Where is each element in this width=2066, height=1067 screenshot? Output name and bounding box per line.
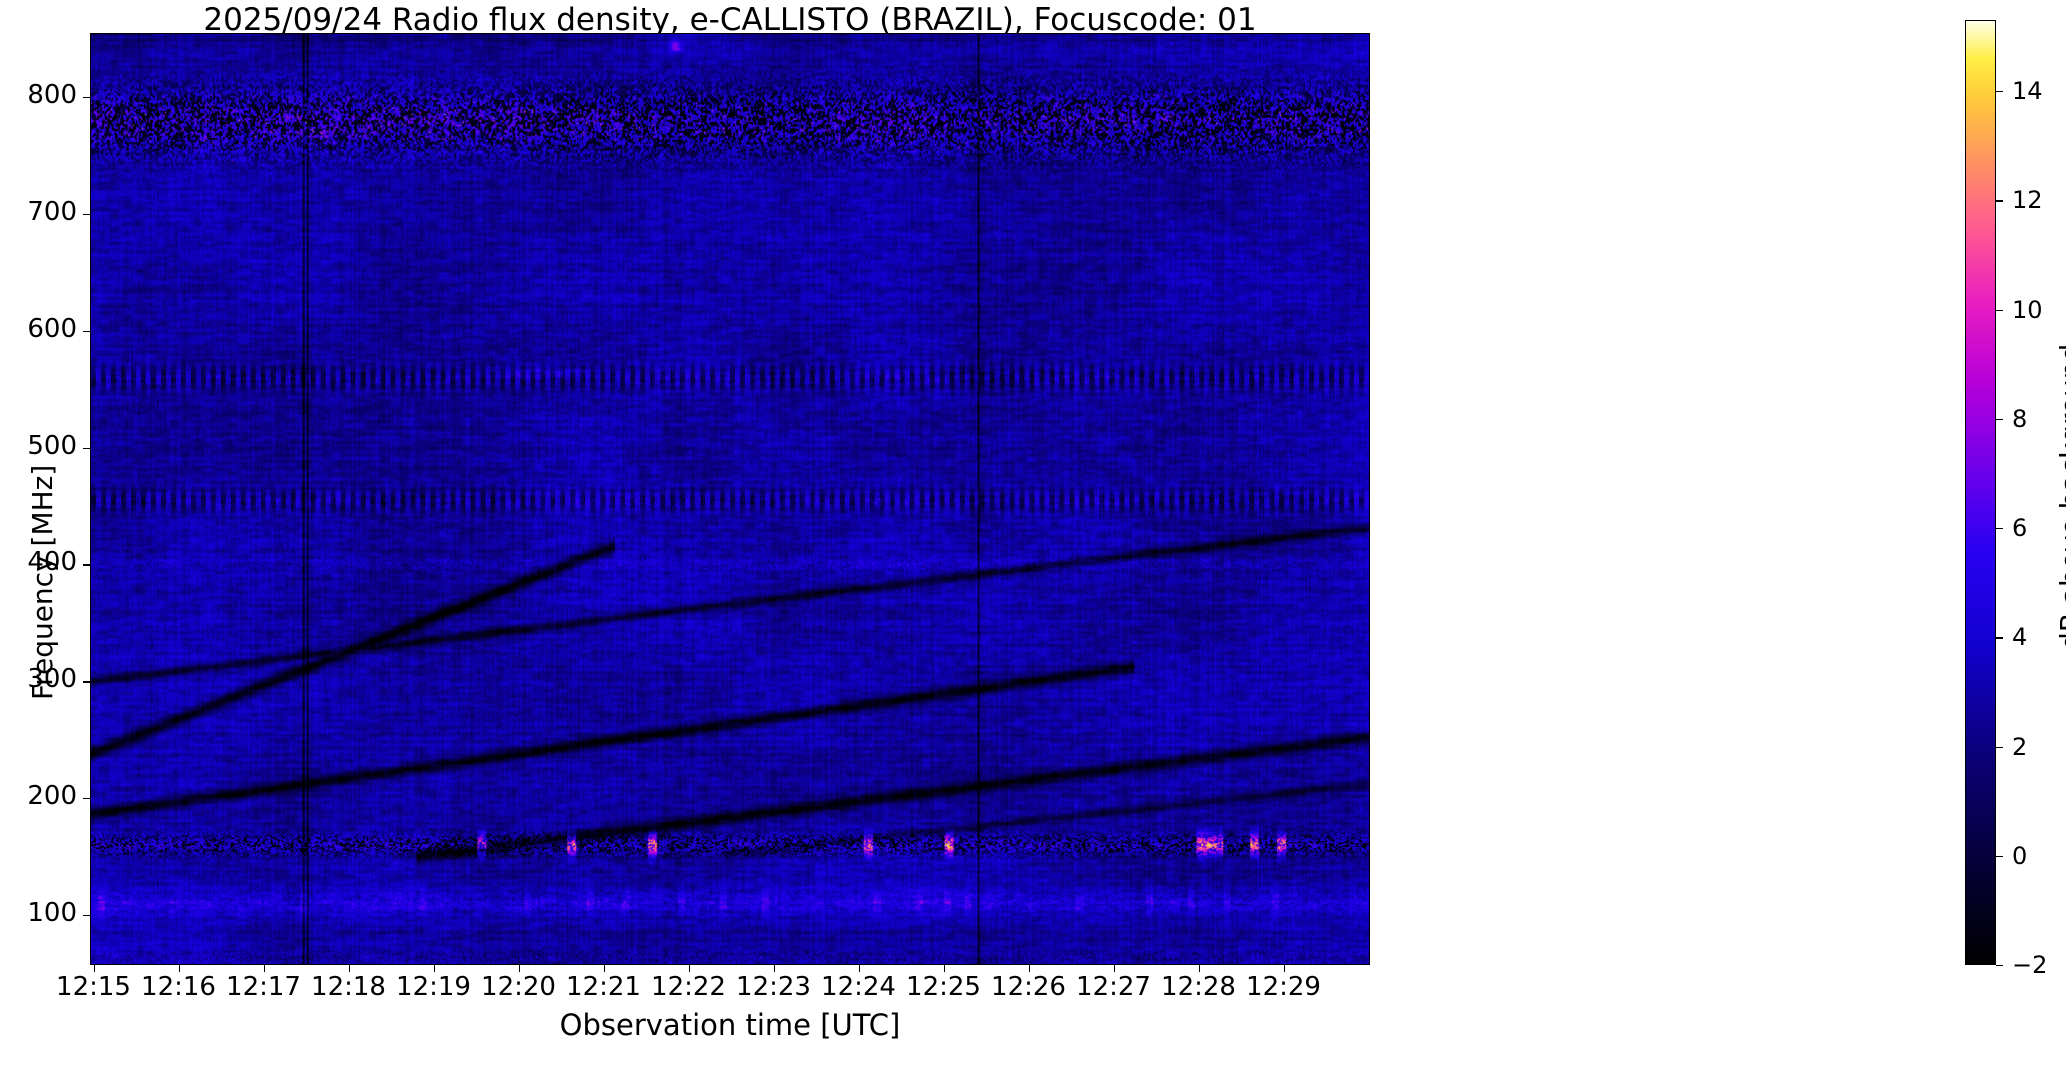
x-tick-label: 12:20 [481,972,556,1002]
colorbar-label: dB above background [2054,343,2066,650]
x-tick-mark [93,965,95,972]
x-tick-mark [943,965,945,972]
x-tick-mark [773,965,775,972]
x-tick-mark [1113,965,1115,972]
colorbar-tick-mark [1996,746,2003,748]
colorbar-tick-mark [1996,418,2003,421]
colorbar-tick-label: 14 [2012,77,2043,105]
colorbar-tick-mark [1996,528,2003,530]
x-tick-label: 12:21 [566,972,641,1002]
colorbar-gradient [1966,21,1995,964]
x-tick-label: 12:25 [906,972,981,1002]
y-tick-mark [83,798,90,800]
colorbar-tick-label: 6 [2012,514,2028,542]
spectrogram-axes[interactable] [90,33,1370,965]
y-tick-mark [83,564,90,566]
x-tick-mark [263,965,265,972]
colorbar-tick-mark [1996,637,2003,639]
x-tick-mark [178,965,180,972]
x-tick-mark [688,965,690,972]
x-tick-label: 12:16 [141,972,216,1002]
x-tick-label: 12:28 [1161,972,1236,1002]
y-tick-label: 400 [27,547,77,578]
y-tick-label: 100 [27,898,77,928]
x-tick-mark [518,965,520,972]
x-tick-mark [1198,965,1200,972]
x-tick-mark [433,965,435,972]
y-tick-mark [83,447,90,449]
y-tick-mark [83,915,90,917]
x-tick-label: 12:19 [396,972,471,1002]
y-tick-label: 300 [27,664,77,695]
chart-title: 2025/09/24 Radio flux density, e-CALLIST… [203,2,1257,38]
colorbar-tick-label: 2 [2012,732,2028,761]
y-tick-mark [83,213,90,216]
x-tick-label: 12:23 [736,972,811,1002]
colorbar-tick-mark [1996,309,2003,311]
x-tick-mark [348,965,350,972]
y-tick-label: 200 [27,781,77,812]
y-tick-label: 600 [27,313,77,344]
colorbar-tick-mark [1996,200,2003,202]
x-tick-mark [1028,965,1030,972]
colorbar-tick-label: 4 [2012,623,2028,652]
y-tick-mark [83,330,90,332]
colorbar-tick-label: −2 [2012,951,2048,979]
colorbar-tick-mark [1996,91,2003,93]
colorbar-tick-mark [1996,855,2003,858]
x-tick-mark [858,965,860,972]
x-tick-mark [1283,965,1285,972]
y-tick-label: 800 [27,80,77,110]
x-tick-label: 12:27 [1076,972,1151,1002]
x-tick-label: 12:24 [821,972,896,1002]
x-tick-label: 12:15 [56,972,131,1002]
x-tick-label: 12:17 [226,972,301,1002]
x-tick-label: 12:26 [991,972,1066,1002]
colorbar-tick-label: 10 [2012,295,2043,324]
y-tick-label: 700 [27,196,77,227]
colorbar-tick-label: 12 [2012,186,2043,215]
y-tick-mark [83,681,90,683]
x-tick-label: 12:29 [1246,972,1321,1002]
y-tick-mark [83,97,90,99]
colorbar-tick-mark [1996,965,2003,967]
colorbar-tick-label: 8 [2012,404,2028,433]
x-tick-label: 12:18 [311,972,386,1002]
colorbar[interactable] [1965,20,1996,965]
x-axis-label: Observation time [UTC] [559,1008,901,1042]
y-tick-label: 500 [27,430,77,461]
colorbar-tick-label: 0 [2012,841,2028,870]
x-tick-mark [603,965,605,972]
spectrogram-image [91,34,1369,964]
y-axis-label: Frequency [MHz] [26,464,59,700]
x-tick-label: 12:22 [651,972,726,1002]
